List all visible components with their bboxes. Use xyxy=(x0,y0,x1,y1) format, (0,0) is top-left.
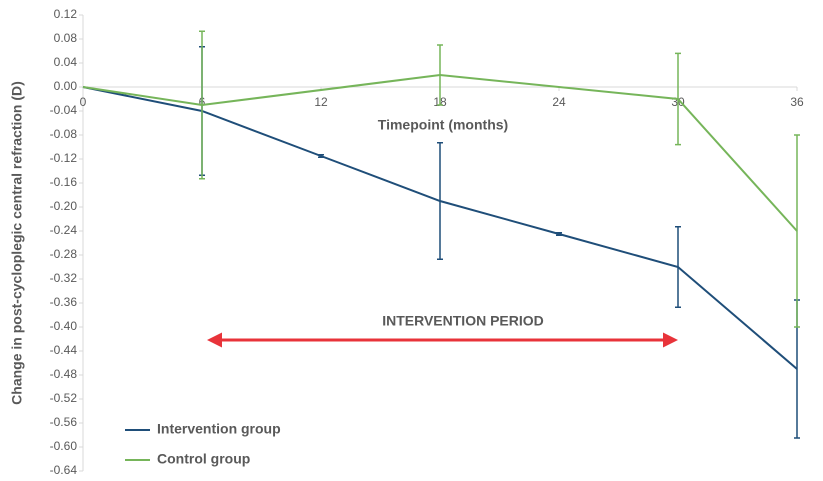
y-tick-label: -0.12 xyxy=(50,151,78,165)
x-tick-label: 12 xyxy=(314,95,328,109)
error-bar xyxy=(437,44,443,106)
error-bar xyxy=(556,232,562,236)
y-tick-label: -0.04 xyxy=(50,103,78,117)
legend-label: Intervention group xyxy=(157,421,281,437)
error-bar xyxy=(675,226,681,308)
annotation: INTERVENTION PERIOD xyxy=(382,313,544,329)
y-tick-label: -0.32 xyxy=(50,271,78,285)
y-tick-label: -0.36 xyxy=(50,295,78,309)
error-bar xyxy=(675,52,681,146)
y-tick-label: -0.64 xyxy=(50,463,78,477)
y-tick-label: -0.24 xyxy=(50,223,78,237)
error-bar xyxy=(437,142,443,260)
y-tick-label: -0.08 xyxy=(50,127,78,141)
x-tick-label: 36 xyxy=(790,95,804,109)
y-tick-label: -0.44 xyxy=(50,343,78,357)
x-axis-label: Timepoint (months) xyxy=(378,117,508,133)
y-tick-label: -0.56 xyxy=(50,415,78,429)
y-tick-label: 0.00 xyxy=(54,79,78,93)
x-tick-label: 24 xyxy=(552,95,566,109)
y-tick-label: -0.48 xyxy=(50,367,78,381)
y-tick-label: -0.16 xyxy=(50,175,78,189)
y-tick-label: -0.20 xyxy=(50,199,78,213)
y-tick-label: 0.12 xyxy=(54,7,78,21)
legend-label: Control group xyxy=(157,451,250,467)
y-tick-label: 0.08 xyxy=(54,31,78,45)
y-tick-label: -0.52 xyxy=(50,391,78,405)
y-axis-label: Change in post-cycloplegic central refra… xyxy=(9,81,25,405)
y-tick-label: -0.28 xyxy=(50,247,78,261)
error-bar xyxy=(199,30,205,180)
y-tick-label: 0.04 xyxy=(54,55,78,69)
y-tick-label: -0.60 xyxy=(50,439,78,453)
x-tick-label: 0 xyxy=(80,95,87,109)
error-bar xyxy=(794,134,800,328)
error-bar xyxy=(318,154,324,158)
y-tick-label: -0.40 xyxy=(50,319,78,333)
